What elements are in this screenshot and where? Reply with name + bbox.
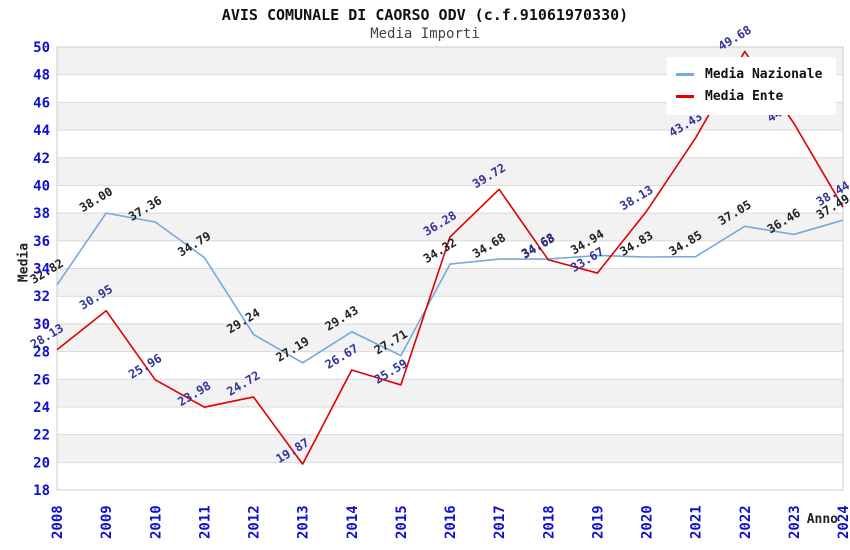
svg-text:2011: 2011 xyxy=(197,505,213,539)
legend-item-media-nazionale: Media Nazionale xyxy=(676,63,822,85)
svg-text:38: 38 xyxy=(33,206,50,222)
svg-text:36: 36 xyxy=(33,234,50,250)
svg-text:2024: 2024 xyxy=(836,505,850,539)
legend-swatch-media-ente xyxy=(676,94,694,98)
plot-border xyxy=(56,46,844,491)
svg-text:2012: 2012 xyxy=(247,505,263,539)
svg-text:2020: 2020 xyxy=(640,505,656,539)
gridlines xyxy=(57,74,843,463)
svg-text:28: 28 xyxy=(33,345,50,361)
legend-label-media-ente: Media Ente xyxy=(705,88,784,104)
svg-text:34: 34 xyxy=(33,262,50,278)
svg-text:30: 30 xyxy=(33,317,50,333)
y-axis-title: Media xyxy=(16,242,32,283)
svg-text:20: 20 xyxy=(33,455,50,471)
x-axis-ticks: 2008 2009 2010 2011 2012 2013 2014 2015 2016 2017… xyxy=(50,505,850,539)
svg-text:18: 18 xyxy=(33,483,50,499)
svg-text:2019: 2019 xyxy=(590,505,606,539)
svg-text:50: 50 xyxy=(33,40,50,56)
svg-text:48: 48 xyxy=(33,68,50,84)
svg-text:40: 40 xyxy=(33,178,50,194)
chart-subtitle: Media Importi xyxy=(370,26,480,42)
svg-text:46: 46 xyxy=(33,95,50,111)
svg-text:2016: 2016 xyxy=(443,505,459,539)
svg-text:44: 44 xyxy=(33,123,50,139)
svg-text:2014: 2014 xyxy=(345,505,361,539)
svg-text:24: 24 xyxy=(33,400,50,416)
svg-text:22: 22 xyxy=(33,428,50,444)
svg-text:2017: 2017 xyxy=(492,505,508,539)
y-axis-ticks: 50 48 46 44 42 40 38 36 34 32 30 28 26 24 22 20 18 xyxy=(33,40,50,499)
svg-text:2022: 2022 xyxy=(738,505,754,539)
svg-text:2010: 2010 xyxy=(148,505,164,539)
legend-label-media-nazionale: Media Nazionale xyxy=(705,66,823,82)
svg-text:42: 42 xyxy=(33,151,50,167)
legend-item-media-ente: Media Ente xyxy=(676,85,822,107)
legend: Media Nazionale Media Ente xyxy=(667,57,837,115)
svg-text:32: 32 xyxy=(33,289,50,305)
svg-text:2021: 2021 xyxy=(689,505,705,539)
svg-text:2015: 2015 xyxy=(394,505,410,539)
svg-text:2023: 2023 xyxy=(787,505,803,539)
x-axis-title: Anno xyxy=(806,512,838,527)
svg-text:26: 26 xyxy=(33,372,50,388)
legend-swatch-media-nazionale xyxy=(676,72,694,76)
svg-text:2018: 2018 xyxy=(541,505,557,539)
svg-text:2009: 2009 xyxy=(99,505,115,539)
svg-text:2013: 2013 xyxy=(296,505,312,539)
svg-text:2008: 2008 xyxy=(50,505,66,539)
chart-title: AVIS COMUNALE DI CAORSO ODV (c.f.9106197… xyxy=(221,6,629,24)
